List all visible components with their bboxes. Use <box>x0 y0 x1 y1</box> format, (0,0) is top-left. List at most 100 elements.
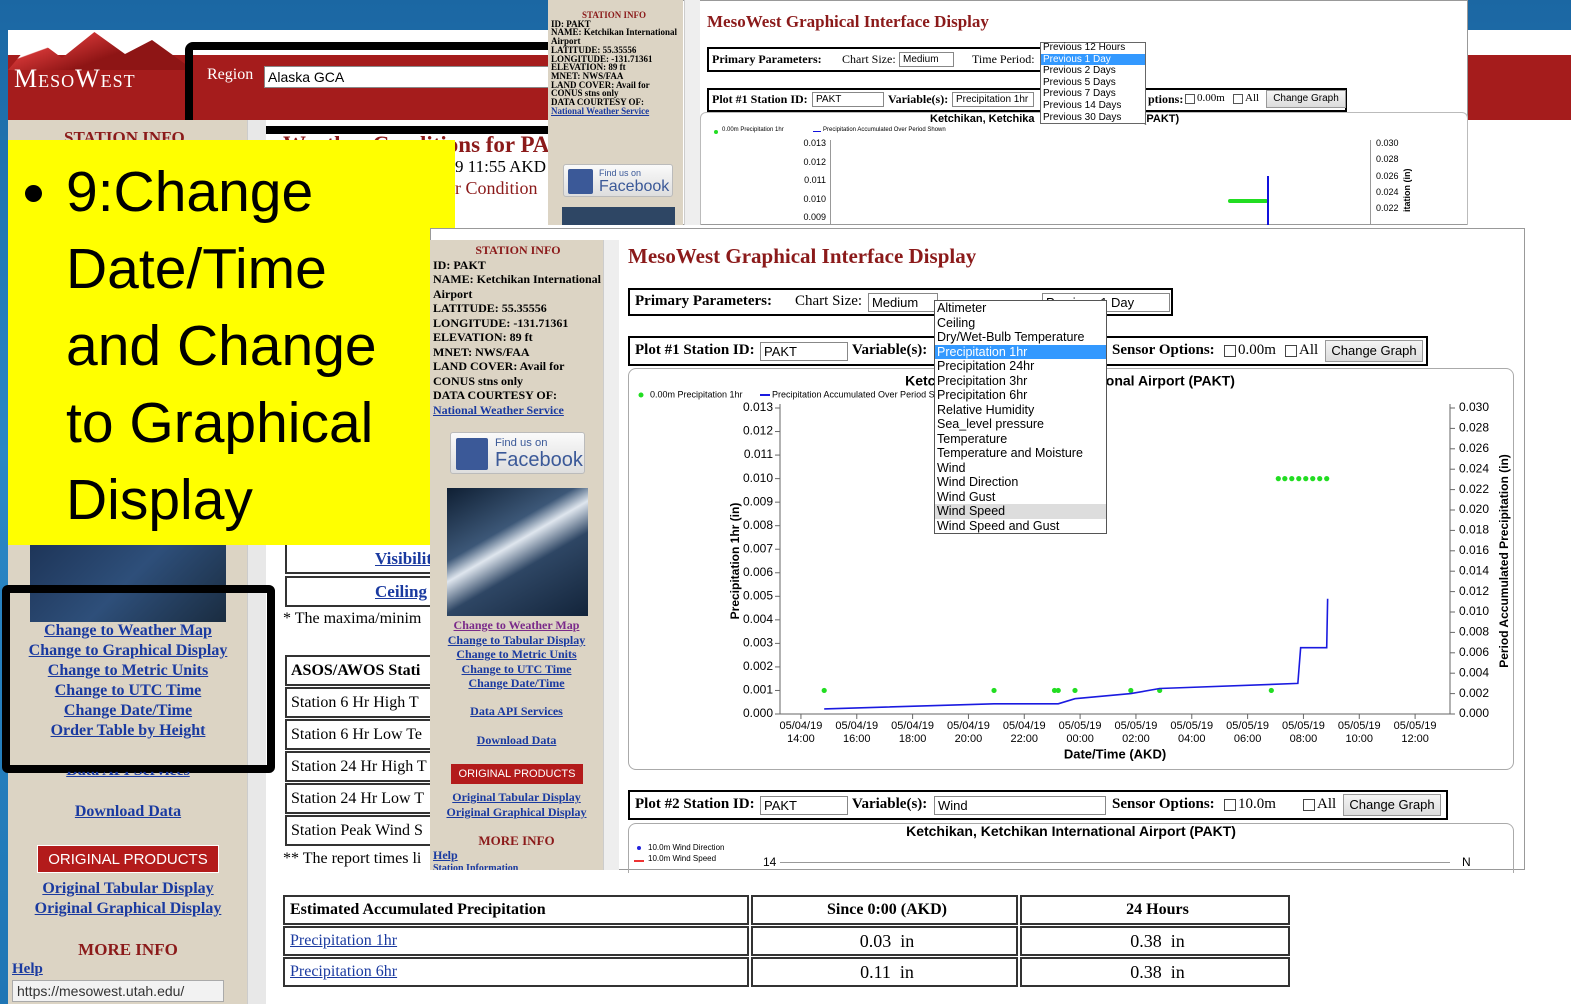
station-info: STATION INFOID: PAKTNAME: Ketchikan Inte… <box>433 243 603 417</box>
sidebar-link[interactable]: Change to Metric Units <box>430 647 603 662</box>
params-label: Chart Size: <box>842 52 896 67</box>
sidebar-link[interactable]: Help <box>12 961 43 978</box>
courtesy-link[interactable]: National Weather Service <box>433 403 603 418</box>
sidebar-link[interactable]: Original Tabular Display <box>430 790 603 805</box>
info-line: LAND COVER: Avail for CONUS stns only <box>433 359 603 388</box>
chart-frame <box>700 112 1468 225</box>
variable-option[interactable]: Precipitation 1hr <box>935 345 1106 360</box>
top-data-dots <box>1228 199 1268 203</box>
variable-option[interactable]: Altimeter <box>935 301 1106 316</box>
table-header: Since 0:00 (AKD) <box>751 895 1018 925</box>
plot-label: Variable(s): <box>852 796 927 813</box>
variable-option[interactable]: Ceiling <box>935 316 1106 331</box>
time-option[interactable]: Previous 12 Hours <box>1041 42 1145 54</box>
x-tick-label: 05/05/19 02:00 <box>1112 720 1160 746</box>
plot-label: Plot #2 Station ID: <box>635 796 755 813</box>
sidebar-link[interactable]: Original Tabular Display <box>8 880 248 898</box>
time-option[interactable]: Previous 1 Day <box>1041 54 1145 66</box>
sidebar-link[interactable]: Download Data <box>8 803 248 821</box>
table-header: Estimated Accumulated Precipitation <box>283 895 749 925</box>
slide: MesoWestRegionAlaska GCASTATION INFOWeat… <box>0 0 1571 1004</box>
variable-option[interactable]: Wind <box>935 461 1106 476</box>
y2-tick-label: N <box>1462 855 1471 869</box>
station-input[interactable]: PAKT <box>760 342 848 361</box>
sensor-label: All <box>1299 342 1318 359</box>
logo: MesoWest <box>14 64 136 94</box>
sidebar-link[interactable]: Change to UTC Time <box>430 662 603 677</box>
sidebar-link[interactable]: Help <box>433 848 458 863</box>
variable-option[interactable]: Precipitation 3hr <box>935 374 1106 389</box>
y2-tick-label: 0.024 <box>1376 187 1399 197</box>
params-label: Chart Size: <box>795 293 862 310</box>
sidebar-link[interactable]: Download Data <box>430 733 603 748</box>
time-option[interactable]: Previous 2 Days <box>1041 65 1145 77</box>
sidebar-link[interactable]: Original Graphical Display <box>8 900 248 918</box>
variable-option[interactable]: Temperature and Moisture <box>935 446 1106 461</box>
x-tick-label: 05/05/19 10:00 <box>1335 720 1383 746</box>
y-tick-label: 0.013 <box>796 138 826 148</box>
variable-option[interactable]: Precipitation 6hr <box>935 388 1106 403</box>
y-tick-label: 0.011 <box>796 175 826 185</box>
table-header: 24 Hours <box>1020 895 1290 925</box>
button[interactable]: Change Graph <box>1343 794 1441 816</box>
plot-label: Plot #1 Station ID: <box>712 92 808 107</box>
plot-label: ptions: <box>1148 92 1183 107</box>
select[interactable]: Precipitation 1hr <box>952 92 1034 107</box>
facebook-icon <box>456 438 488 470</box>
variable-option[interactable]: Sea_level pressure <box>935 417 1106 432</box>
status-bar-url: https://mesowest.utah.edu/ <box>12 980 224 1002</box>
params-label: Time Period: <box>972 52 1035 67</box>
variable-option[interactable]: Wind Gust <box>935 490 1106 505</box>
table-link[interactable]: Precipitation 1hr <box>283 926 749 956</box>
variable-option[interactable]: Dry/Wet-Bulb Temperature <box>935 330 1106 345</box>
time-option[interactable]: Previous 30 Days <box>1041 112 1145 124</box>
button[interactable]: Change Graph <box>1266 90 1346 108</box>
sidebar-link[interactable]: Change to Weather Map <box>430 618 603 633</box>
station-input[interactable]: PAKT <box>760 796 848 815</box>
variable-option[interactable]: Wind Speed and Gust <box>935 519 1106 534</box>
variable-option[interactable]: Temperature <box>935 432 1106 447</box>
sidebar-link[interactable]: Change Date/Time <box>430 676 603 691</box>
info-line: LATITUDE: 55.35556 <box>433 301 603 316</box>
region-input[interactable]: Alaska GCA <box>264 66 554 88</box>
page-time: 9 11:55 AKD <box>455 157 546 177</box>
section-button: ORIGINAL PRODUCTS <box>451 764 583 784</box>
variable-option[interactable]: Relative Humidity <box>935 403 1106 418</box>
sidebar-link[interactable]: Change to Tabular Display <box>430 633 603 648</box>
courtesy-link[interactable]: National Weather Service <box>551 107 677 116</box>
table-cell: 0.11 in <box>751 957 1018 987</box>
facebook-small: Find us on <box>599 168 641 178</box>
legend-dot <box>714 130 718 134</box>
y2-axis <box>1370 140 1371 225</box>
x-tick-label: 05/04/19 20:00 <box>944 720 992 746</box>
select[interactable]: Medium <box>868 293 938 312</box>
x-tick-label: 05/04/19 22:00 <box>1000 720 1048 746</box>
select[interactable]: Wind <box>934 796 1106 815</box>
time-option[interactable]: Previous 7 Days <box>1041 88 1145 100</box>
x-tick-label: 05/05/19 04:00 <box>1168 720 1216 746</box>
table-link[interactable]: Precipitation 6hr <box>283 957 749 987</box>
select[interactable]: Medium <box>899 52 954 67</box>
sidebar-link[interactable]: Data API Services <box>430 704 603 719</box>
station-input[interactable]: PAKT <box>812 92 884 107</box>
time-option[interactable]: Previous 5 Days <box>1041 77 1145 89</box>
variable-option[interactable]: Wind Speed <box>935 504 1106 519</box>
variable-option[interactable]: Wind Direction <box>935 475 1106 490</box>
condition-row[interactable]: Visibilit <box>285 543 445 574</box>
facebook-icon <box>568 169 593 194</box>
checkbox <box>1303 799 1315 811</box>
y2-axis-label: itation (in) <box>1402 169 1412 213</box>
condition-row[interactable]: Ceiling <box>285 576 445 607</box>
y2-tick-label: 0.022 <box>1376 203 1399 213</box>
button[interactable]: Change Graph <box>1325 340 1423 362</box>
legend-text: 10.0m Wind Direction <box>648 843 724 852</box>
sidebar-link[interactable]: Original Graphical Display <box>430 805 603 820</box>
x-tick-label: 05/05/19 12:00 <box>1391 720 1439 746</box>
legend-text: 0.00m Precipitation 1hr <box>722 127 784 133</box>
sidebar-link[interactable]: Station Information <box>433 863 518 870</box>
time-option[interactable]: Previous 14 Days <box>1041 100 1145 112</box>
facebook-big: Facebook <box>495 449 583 472</box>
variable-option[interactable]: Precipitation 24hr <box>935 359 1106 374</box>
